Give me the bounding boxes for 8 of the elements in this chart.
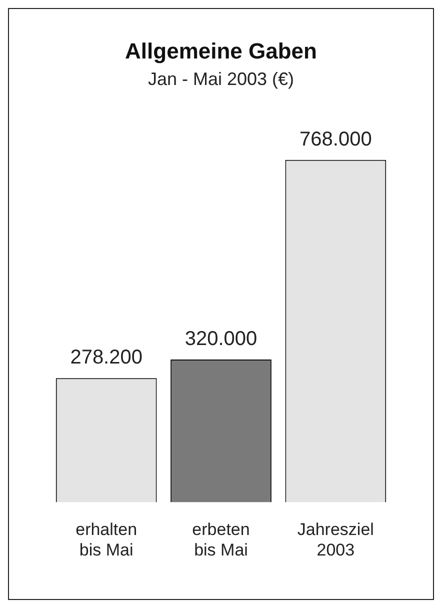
data-label: 320.000 xyxy=(184,328,258,350)
chart-subtitle: Jan - Mai 2003 (€) xyxy=(148,69,294,90)
data-label: 278.200 xyxy=(70,346,142,369)
chart-title: Allgemeine Gaben xyxy=(125,38,317,64)
x-tick-label: erbeten bis Mai xyxy=(192,520,250,560)
data-label: 768.000 xyxy=(300,128,372,150)
x-tick-label: erhalten bis Mai xyxy=(76,520,138,560)
x-tick-label: Jahresziel 2003 xyxy=(297,520,374,560)
